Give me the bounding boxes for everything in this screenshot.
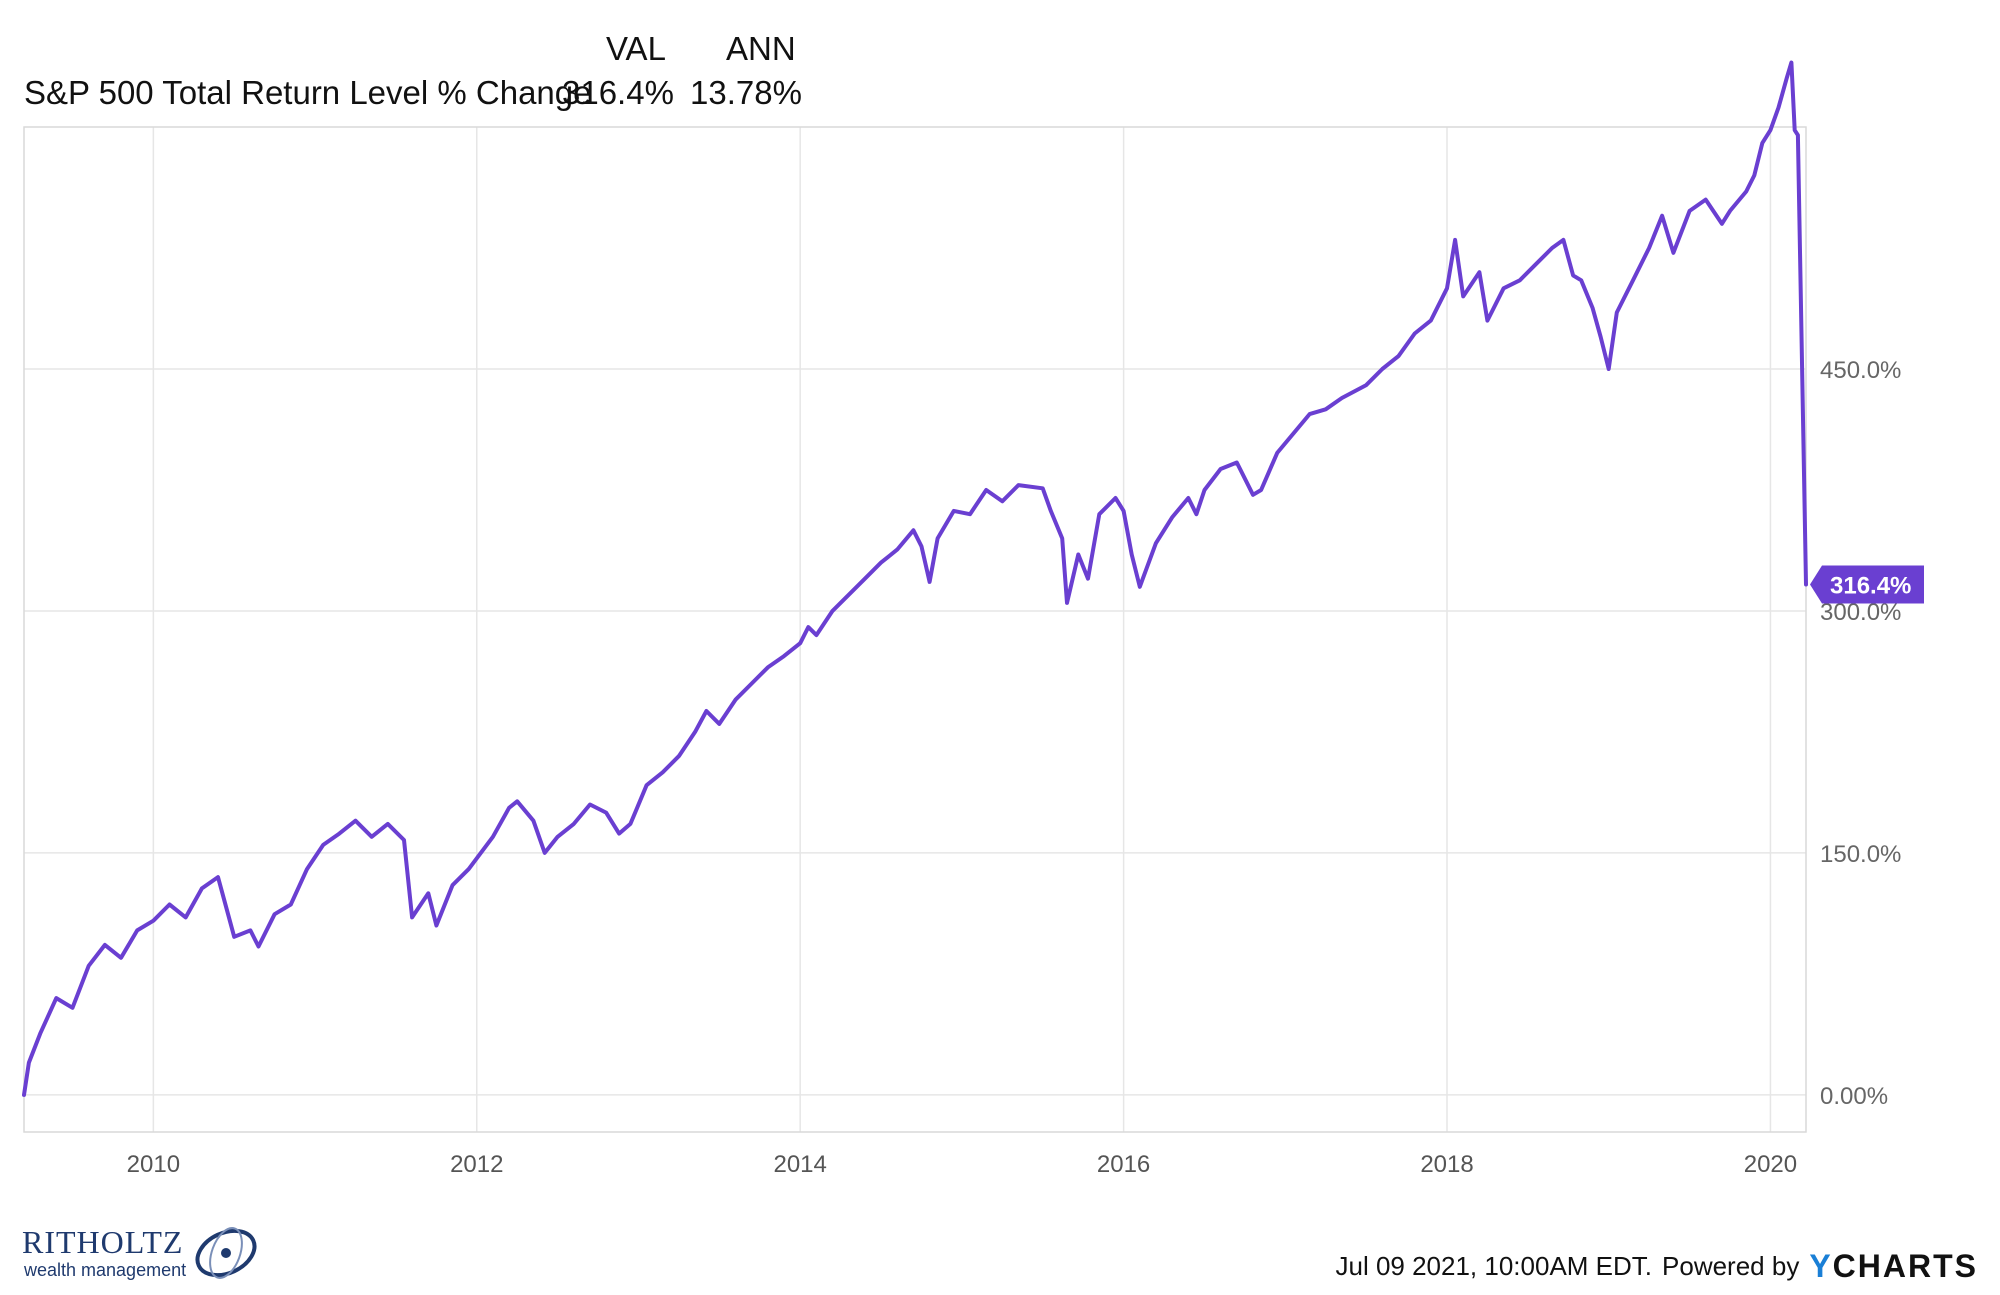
- end-value-label-text: 316.4%: [1830, 572, 1911, 599]
- x-tick-label: 2016: [1097, 1151, 1150, 1178]
- footer: Jul 09 2021, 10:00AM EDT. Powered by YCH…: [1335, 1248, 1978, 1285]
- logo-emblem-icon: [195, 1227, 257, 1279]
- y-axis: 0.00%150.0%300.0%450.0%: [1820, 357, 1901, 1110]
- x-tick-label: 2018: [1420, 1151, 1473, 1178]
- y-tick-label: 450.0%: [1820, 357, 1901, 384]
- x-tick-label: 2010: [127, 1151, 180, 1178]
- grid-lines: [24, 127, 1806, 1132]
- y-tick-label: 0.00%: [1820, 1083, 1888, 1110]
- logo-name: RITHOLTZ: [22, 1224, 184, 1260]
- series-line-sp500[interactable]: [22, 60, 1808, 1097]
- logo-subtitle: wealth management: [24, 1260, 187, 1280]
- y-tick-label: 150.0%: [1820, 841, 1901, 868]
- footer-powered-by: Powered by: [1662, 1251, 1800, 1281]
- legend-value: 316.4%: [562, 74, 674, 111]
- x-tick-label: 2014: [773, 1151, 826, 1178]
- plot-area: [23, 126, 1807, 1133]
- x-tick-label: 2020: [1744, 1151, 1797, 1178]
- x-tick-label: 2012: [450, 1151, 503, 1178]
- legend-header-val: VAL: [606, 30, 666, 67]
- ycharts-logo[interactable]: YCHARTS: [1809, 1248, 1978, 1284]
- legend-series-name[interactable]: S&P 500 Total Return Level % Change: [24, 74, 592, 111]
- chart-legend: VAL ANN S&P 500 Total Return Level % Cha…: [0, 0, 820, 120]
- end-value-label-bg: [1810, 565, 1924, 604]
- legend-annualized: 13.78%: [690, 74, 802, 111]
- end-value-label: 316.4%: [1810, 565, 1924, 604]
- legend-header-ann: ANN: [726, 30, 796, 67]
- footer-timestamp: Jul 09 2021, 10:00AM EDT.: [1335, 1251, 1653, 1281]
- x-axis: 2010 2012 2014 2016 2018 2020: [127, 1151, 1797, 1178]
- ritholtz-logo: RITHOLTZ wealth management: [22, 1222, 262, 1282]
